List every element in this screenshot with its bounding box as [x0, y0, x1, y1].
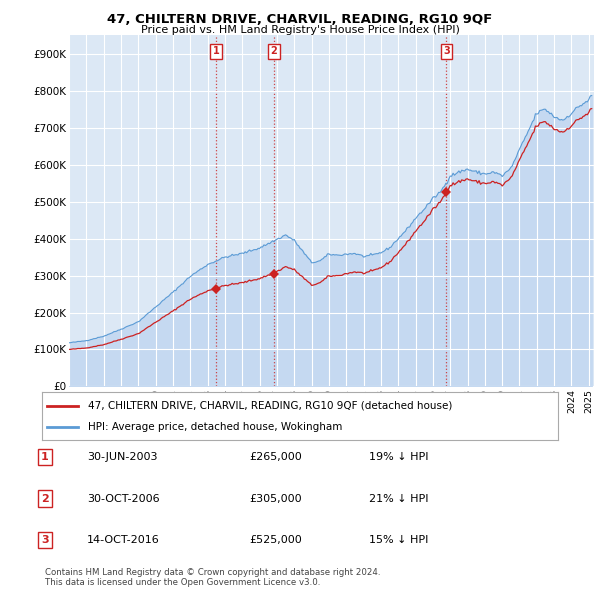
- Text: £265,000: £265,000: [249, 453, 302, 462]
- Text: 14-OCT-2016: 14-OCT-2016: [87, 535, 160, 545]
- Text: 15% ↓ HPI: 15% ↓ HPI: [369, 535, 428, 545]
- Text: 2: 2: [271, 47, 277, 57]
- Text: 1: 1: [41, 453, 49, 462]
- Text: HPI: Average price, detached house, Wokingham: HPI: Average price, detached house, Woki…: [88, 422, 343, 432]
- Text: Price paid vs. HM Land Registry's House Price Index (HPI): Price paid vs. HM Land Registry's House …: [140, 25, 460, 35]
- Text: 47, CHILTERN DRIVE, CHARVIL, READING, RG10 9QF (detached house): 47, CHILTERN DRIVE, CHARVIL, READING, RG…: [88, 401, 453, 411]
- Text: 30-JUN-2003: 30-JUN-2003: [87, 453, 157, 462]
- Text: 30-OCT-2006: 30-OCT-2006: [87, 494, 160, 503]
- Text: 3: 3: [41, 535, 49, 545]
- Text: 1: 1: [213, 47, 220, 57]
- Text: 21% ↓ HPI: 21% ↓ HPI: [369, 494, 428, 503]
- Text: 47, CHILTERN DRIVE, CHARVIL, READING, RG10 9QF: 47, CHILTERN DRIVE, CHARVIL, READING, RG…: [107, 13, 493, 26]
- Text: 3: 3: [443, 47, 450, 57]
- Text: £305,000: £305,000: [249, 494, 302, 503]
- Text: Contains HM Land Registry data © Crown copyright and database right 2024.
This d: Contains HM Land Registry data © Crown c…: [45, 568, 380, 587]
- Text: 2: 2: [41, 494, 49, 503]
- Text: £525,000: £525,000: [249, 535, 302, 545]
- Text: 19% ↓ HPI: 19% ↓ HPI: [369, 453, 428, 462]
